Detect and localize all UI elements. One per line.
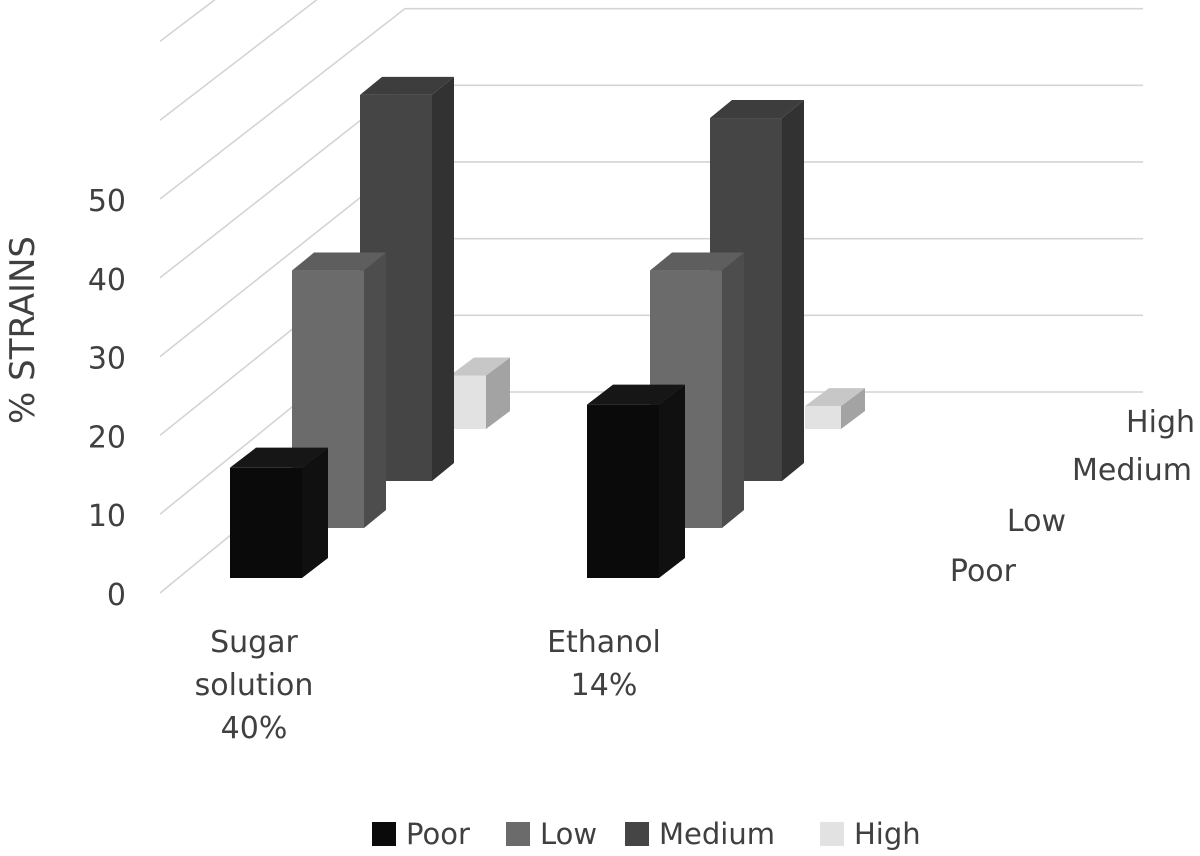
legend-label-low: Low	[540, 817, 597, 851]
legend-label-medium: Medium	[659, 817, 775, 851]
bar-high-sugar	[450, 357, 510, 429]
y-axis-label: % STRAINS	[3, 236, 43, 424]
depth-label-low: Low	[1007, 504, 1066, 539]
legend-swatch-medium	[625, 822, 649, 846]
bar-top	[450, 357, 510, 376]
y-axis: 0 10 20 30 40 50	[88, 184, 126, 613]
legend-item-medium: Medium	[625, 817, 775, 851]
category-label-line: solution	[195, 668, 314, 703]
bar-top	[292, 252, 386, 271]
bar-side	[302, 447, 328, 578]
legend-label-high: High	[854, 817, 921, 851]
legend-item-high: High	[820, 817, 921, 851]
legend-swatch-poor	[372, 822, 396, 846]
y-tick-label-0: 0	[107, 578, 126, 613]
category-label-sugar: Sugar solution 40%	[195, 625, 314, 746]
depth-label-medium: Medium	[1072, 453, 1192, 488]
bar-poor-ethanol	[587, 384, 685, 578]
legend-item-poor: Poor	[372, 817, 470, 851]
bar-side	[722, 252, 744, 528]
bars	[230, 76, 865, 578]
bar-side	[841, 388, 865, 429]
bar-side	[486, 357, 510, 429]
y-tick-label-30: 30	[88, 342, 126, 377]
bar-top	[710, 100, 804, 119]
bar-front	[230, 467, 302, 578]
legend: Poor Low Medium High	[372, 817, 921, 851]
bar-top	[587, 384, 685, 405]
bar-front	[450, 375, 486, 429]
y-tick-label-50: 50	[88, 184, 126, 219]
bar-top	[360, 76, 454, 95]
bar-side	[782, 100, 804, 481]
depth-label-poor: Poor	[950, 554, 1017, 589]
category-label-ethanol: Ethanol 14%	[547, 625, 661, 703]
gridline-60	[159, 0, 318, 121]
bar-front	[587, 404, 659, 578]
gridline-40	[159, 84, 1143, 279]
legend-swatch-low	[506, 822, 530, 846]
bar-top	[650, 252, 744, 271]
bar-side	[364, 252, 386, 528]
bar-side	[659, 384, 685, 578]
legend-swatch-high	[820, 822, 844, 846]
category-labels: Sugar solution 40% Ethanol 14%	[195, 625, 661, 746]
category-label-line: 14%	[571, 668, 638, 703]
category-label-line: Sugar	[210, 625, 298, 660]
bar-poor-sugar	[230, 447, 328, 578]
bar-side	[432, 76, 454, 481]
bar-high-ethanol	[805, 388, 865, 429]
bar-top	[230, 447, 328, 468]
bar-front	[805, 406, 841, 429]
category-label-line: Ethanol	[547, 625, 661, 660]
y-tick-label-40: 40	[88, 263, 126, 298]
legend-label-poor: Poor	[406, 817, 470, 851]
legend-item-low: Low	[506, 817, 597, 851]
gridline-50	[159, 7, 1143, 200]
y-tick-label-10: 10	[88, 499, 126, 534]
depth-label-high: High	[1126, 405, 1195, 440]
bar-top	[805, 388, 865, 407]
y-tick-label-20: 20	[88, 420, 126, 455]
category-label-line: 40%	[221, 711, 288, 746]
